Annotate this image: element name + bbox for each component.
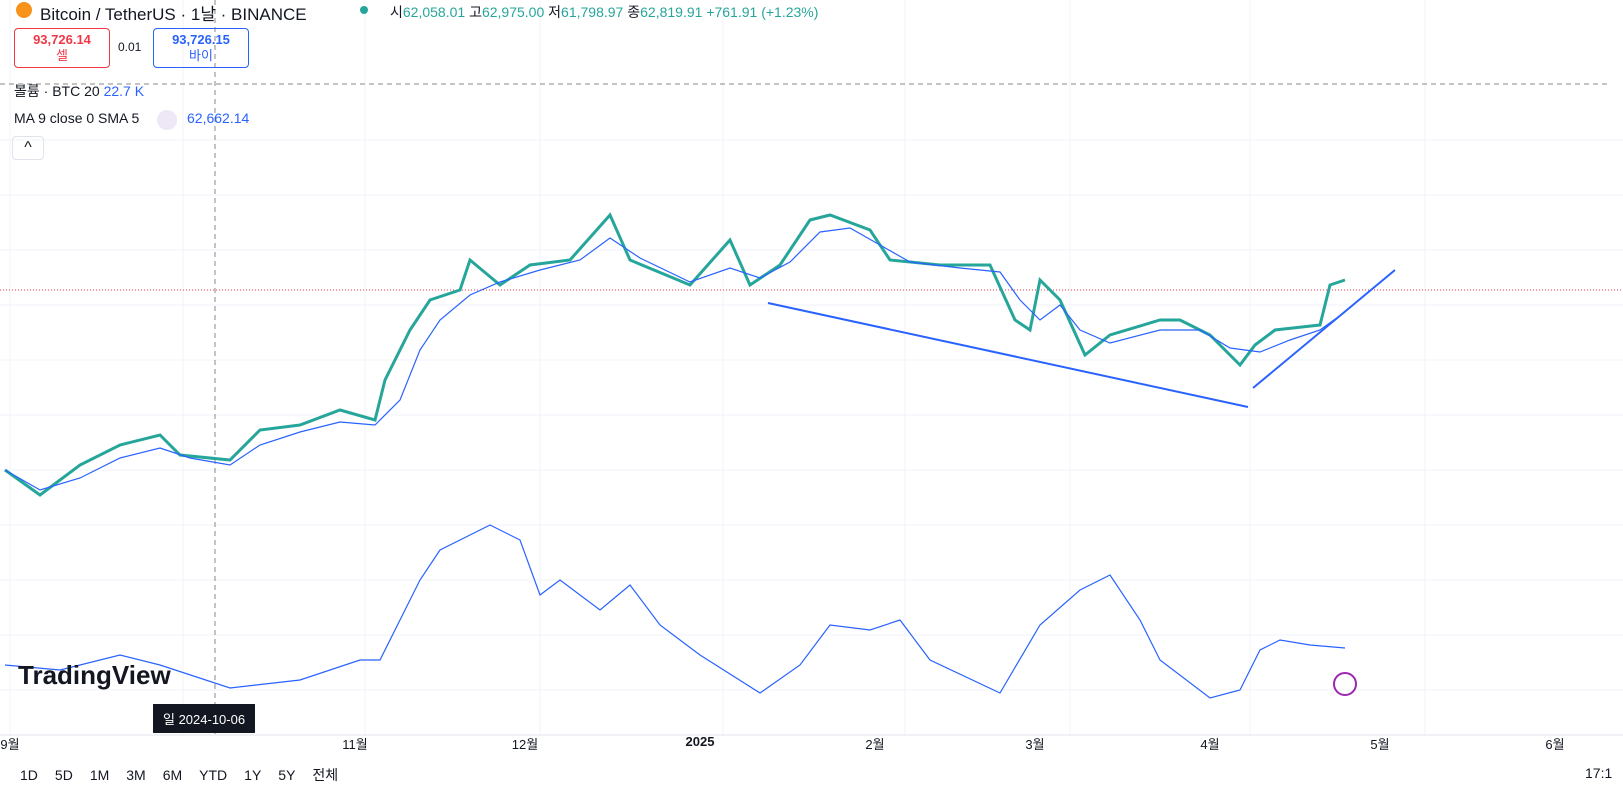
ohlc-value: 62,819.91 (640, 4, 703, 20)
volume-value: 22.7 K (103, 83, 145, 99)
range-bar: 1D 5D 1M 3M 6M YTD 1Y 5Y 전체 (20, 765, 355, 785)
logo: TradingView (18, 660, 171, 690)
sync-icon[interactable] (157, 110, 177, 130)
range-button[interactable]: 5Y (278, 767, 296, 783)
x-tick-label: 2025 (685, 734, 715, 749)
symbol: Bitcoin / TetherUS · 1날 · BINANCE (40, 5, 307, 24)
ohlc-value: 61,798.97 (561, 4, 624, 20)
range-button[interactable]: 3M (126, 767, 146, 783)
buy-label: 바이 (189, 48, 213, 63)
range-button[interactable]: 전체 (312, 767, 339, 783)
flash-icon[interactable] (1333, 672, 1357, 696)
trend-line (1252, 269, 1396, 389)
x-tick-label: 3월 (1025, 737, 1045, 752)
buy-price: 93,726.15 (172, 32, 230, 47)
btc-icon (16, 2, 32, 18)
change: +761.91 (+1.23%) (706, 4, 819, 20)
ma-line (4, 227, 1346, 491)
range-button[interactable]: 5D (54, 767, 73, 783)
ohlc-value: 62,975.00 (481, 4, 545, 20)
range-button[interactable]: 6M (162, 767, 183, 783)
volume-legend: 볼륨 · BTC 20 22.7 K (14, 81, 144, 101)
range-button[interactable]: YTD (199, 767, 228, 783)
range-button[interactable]: 1M (89, 767, 110, 783)
clock: 17:1 (1585, 765, 1613, 781)
spread: 0.01 (118, 40, 142, 54)
ohlc-label: 종 (627, 4, 641, 20)
ohlc-label: 시 (390, 4, 403, 20)
x-tick-label: 11월 (342, 737, 368, 752)
ohlc-value: 62,058.01 (402, 4, 466, 20)
crosshair-label: 일 2024-10-06 (153, 704, 256, 733)
x-tick-label: 12월 (511, 737, 539, 752)
ohlc-label: 저 (548, 4, 562, 20)
volume-label: 볼륨 · BTC 20 (14, 83, 100, 99)
ma-legend: MA 9 close 0 SMA 5 (14, 110, 140, 126)
price-path (4, 212, 1346, 497)
buy-button[interactable]: 93,726.15 바이 (153, 28, 249, 68)
sell-price: 93,726.14 (33, 32, 91, 47)
ma-value: 62,662.14 (187, 110, 250, 126)
ohlc-label: 고 (469, 4, 482, 20)
x-tick-label: 2월 (865, 737, 885, 752)
x-tick-label: 4월 (1200, 737, 1220, 752)
trend-line (767, 302, 1249, 408)
collapse-button[interactable]: ^ (12, 136, 44, 160)
range-button[interactable]: 1D (20, 767, 38, 783)
x-tick-label: 5월 (1370, 737, 1390, 752)
sell-label: 셀 (56, 48, 68, 63)
ohlc: 시62,058.01 고62,975.00 저61,798.97 종62,819… (390, 2, 818, 22)
x-tick-label: 6월 (1545, 737, 1565, 752)
status-dot (360, 6, 368, 14)
sell-button[interactable]: 93,726.14 셀 (14, 28, 110, 68)
range-button[interactable]: 1Y (244, 767, 262, 783)
oscillator-line (4, 524, 1346, 699)
x-tick-label: 9월 (0, 737, 20, 752)
